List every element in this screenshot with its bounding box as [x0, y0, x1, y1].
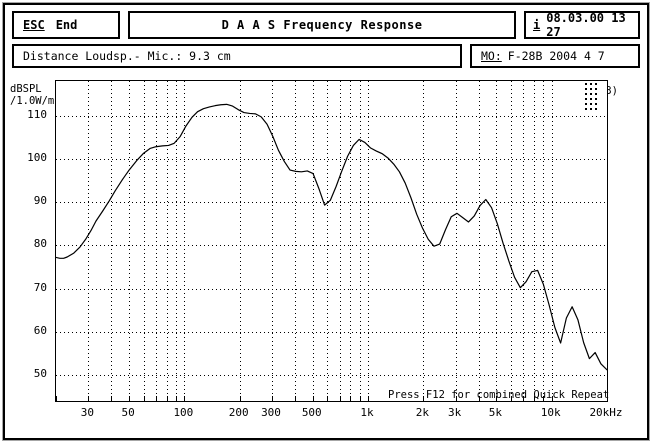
plot-canvas: [56, 81, 607, 401]
esc-action-label: End: [55, 18, 78, 32]
x-tick-label: 30: [80, 406, 94, 419]
x-tick-label: 200: [228, 406, 249, 419]
f12-hint-text: Press F12 for combined Quick Repeat: [388, 389, 610, 401]
y-tick-label: 80: [33, 237, 47, 251]
mo-key-label: MO:: [481, 49, 502, 63]
x-tick-label: 20kHz: [589, 406, 623, 419]
distance-field[interactable]: Distance Loudsp.- Mic.: 9.3 cm: [12, 44, 462, 68]
x-tick-label: 300: [261, 406, 281, 419]
y-tick-label: 110: [27, 107, 47, 121]
title-text: D A A S Frequency Response: [221, 18, 423, 32]
x-tick-label: 10k: [540, 406, 561, 419]
distance-text: Distance Loudsp.- Mic.: 9.3 cm: [23, 49, 231, 63]
x-tick-label: 5k: [488, 406, 503, 419]
frequency-response-plot[interactable]: [55, 80, 608, 402]
window-frame: [2, 2, 650, 441]
y-axis-title-line2: /1.0W/m: [10, 94, 55, 107]
y-axis-title: dBSPL/1.0W/m: [10, 83, 55, 107]
info-datetime-field[interactable]: i 08.03.00 13 27: [524, 11, 640, 39]
info-icon: i: [533, 18, 541, 32]
x-tick-label: 100: [173, 406, 194, 419]
mo-value-text: F-28B 2004 4 7: [507, 49, 605, 63]
y-tick-label: 70: [33, 280, 47, 294]
x-tick-label: 50: [121, 406, 135, 419]
y-tick-label: 90: [33, 194, 47, 208]
x-tick-label: 3k: [448, 406, 462, 419]
y-tick-label: 100: [27, 150, 47, 164]
x-tick-label: 2k: [415, 406, 429, 419]
esc-key-label: ESC: [23, 18, 45, 32]
corner-pattern-icon: [583, 82, 605, 116]
y-tick-label: 60: [33, 323, 47, 337]
y-tick-label: 50: [33, 367, 47, 381]
x-tick-label: 500: [301, 406, 322, 419]
datetime-text: 08.03.00 13 27: [546, 11, 626, 39]
mo-field[interactable]: MO: F-28B 2004 4 7: [470, 44, 640, 68]
window-title: D A A S Frequency Response: [128, 11, 516, 39]
y-axis-title-line1: dBSPL: [10, 83, 42, 95]
x-tick-label: 1k: [360, 406, 374, 419]
esc-end-button[interactable]: ESC End: [12, 11, 120, 39]
